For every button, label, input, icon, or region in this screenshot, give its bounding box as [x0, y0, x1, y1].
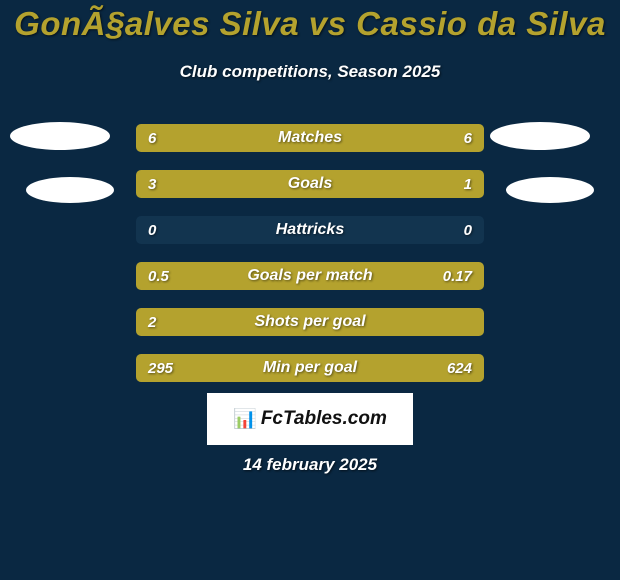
- stat-row: Goals3 1: [136, 170, 484, 198]
- stat-value-right: 624: [447, 354, 472, 382]
- stat-label: Hattricks: [136, 216, 484, 244]
- player-right-photo-placeholder-2: [506, 177, 594, 203]
- fctables-logo: 📊 FcTables.com: [207, 393, 413, 445]
- stat-value-left: 2: [148, 308, 156, 336]
- stat-value-left: 3: [148, 170, 156, 198]
- stat-label: Goals per match: [136, 262, 484, 290]
- stat-value-right: 0: [464, 216, 472, 244]
- stat-row: Min per goal295 624: [136, 354, 484, 382]
- chart-icon: 📊: [233, 407, 257, 431]
- stat-label: Matches: [136, 124, 484, 152]
- player-left-photo-placeholder-2: [26, 177, 114, 203]
- stat-label: Min per goal: [136, 354, 484, 382]
- stat-label: Goals: [136, 170, 484, 198]
- stat-value-left: 6: [148, 124, 156, 152]
- stat-value-left: 0.5: [148, 262, 169, 290]
- stat-value-right: 6: [464, 124, 472, 152]
- page-title: GonÃ§alves Silva vs Cassio da Silva: [0, 5, 620, 43]
- stat-row: Goals per match0.5 0.17: [136, 262, 484, 290]
- stat-value-right: 0.17: [443, 262, 472, 290]
- date-label: 14 february 2025: [0, 455, 620, 475]
- stat-row: Hattricks0 0: [136, 216, 484, 244]
- logo-text: FcTables.com: [261, 408, 387, 430]
- comparison-infographic: GonÃ§alves Silva vs Cassio da Silva Club…: [0, 0, 620, 580]
- stat-value-left: 0: [148, 216, 156, 244]
- stat-label: Shots per goal: [136, 308, 484, 336]
- player-right-photo-placeholder-1: [490, 122, 590, 150]
- player-left-photo-placeholder-1: [10, 122, 110, 150]
- stat-row: Shots per goal2: [136, 308, 484, 336]
- subtitle: Club competitions, Season 2025: [0, 62, 620, 82]
- stat-row: Matches6 6: [136, 124, 484, 152]
- stat-value-left: 295: [148, 354, 173, 382]
- stat-value-right: 1: [464, 170, 472, 198]
